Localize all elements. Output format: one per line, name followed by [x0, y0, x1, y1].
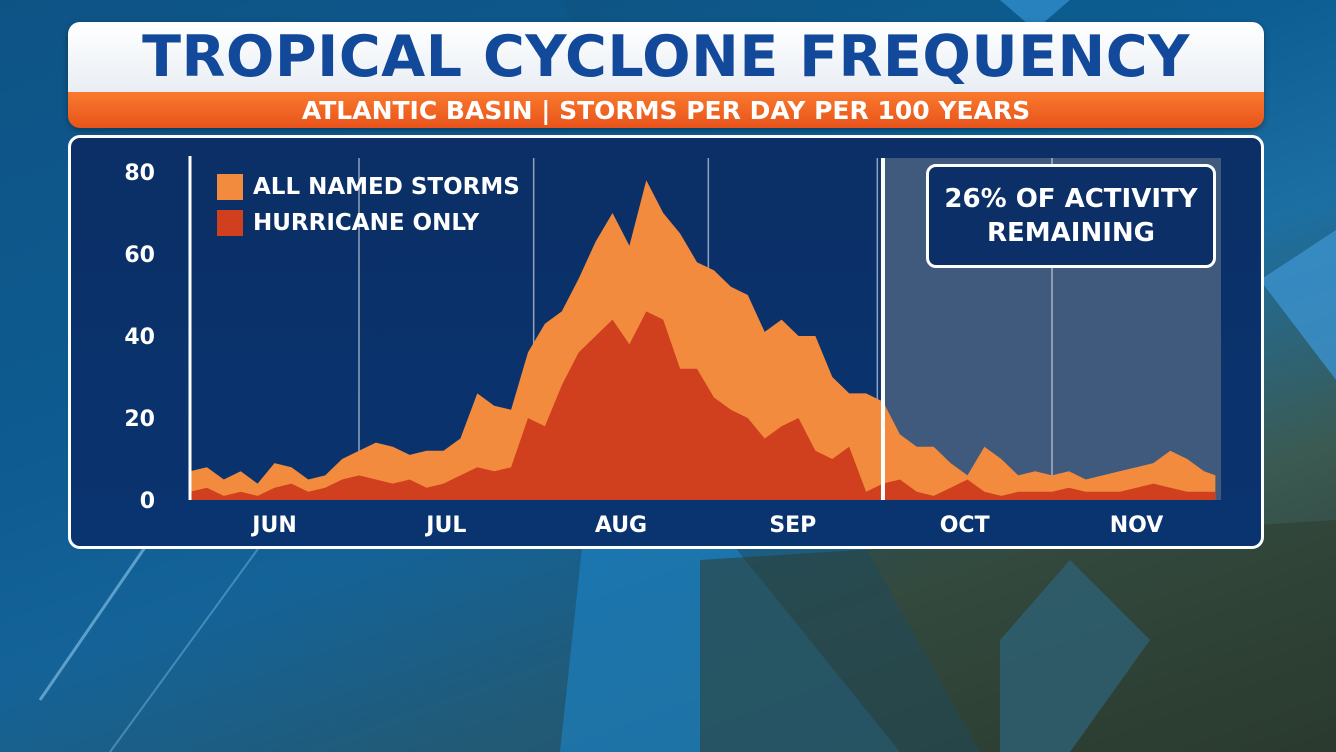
x-tick-label: SEP: [769, 513, 816, 538]
legend-label-all-named: ALL NAMED STORMS: [253, 174, 520, 200]
legend-swatch-all-named: [217, 174, 243, 200]
chart-title: TROPICAL CYCLONE FREQUENCY: [142, 24, 1190, 90]
chart-panel: 80 60 40 20 0 JUN JUL AUG SEP OCT NOV ALL NAMED S…: [68, 135, 1264, 549]
x-axis: JUN JUL AUG SEP OCT NOV: [250, 513, 1163, 538]
y-tick-label: 0: [140, 489, 155, 514]
legend: ALL NAMED STORMS HURRICANE ONLY: [217, 174, 520, 236]
activity-callout: 26% OF ACTIVITY REMAINING: [926, 164, 1216, 268]
x-tick-label: JUL: [424, 513, 466, 538]
legend-label-hurricane: HURRICANE ONLY: [253, 210, 479, 236]
x-tick-label: JUN: [250, 513, 296, 538]
hurricane-only-area: [190, 311, 1216, 500]
all-named-storms-area: [190, 180, 1216, 500]
y-tick-label: 40: [124, 325, 155, 350]
y-tick-label: 80: [124, 161, 155, 186]
y-tick-label: 60: [124, 243, 155, 268]
title-bar: TROPICAL CYCLONE FREQUENCY: [68, 22, 1264, 92]
x-tick-label: AUG: [595, 513, 647, 538]
title-banner: TROPICAL CYCLONE FREQUENCY ATLANTIC BASI…: [68, 22, 1264, 128]
x-tick-label: NOV: [1110, 513, 1164, 538]
subtitle-bar: ATLANTIC BASIN | STORMS PER DAY PER 100 …: [68, 92, 1264, 128]
callout-text: 26% OF ACTIVITY REMAINING: [944, 184, 1198, 248]
x-tick-label: OCT: [940, 513, 990, 538]
chart-subtitle: ATLANTIC BASIN | STORMS PER DAY PER 100 …: [301, 95, 1031, 125]
y-axis: 80 60 40 20 0: [124, 161, 155, 514]
y-tick-label: 20: [124, 407, 155, 432]
legend-swatch-hurricane: [217, 210, 243, 236]
